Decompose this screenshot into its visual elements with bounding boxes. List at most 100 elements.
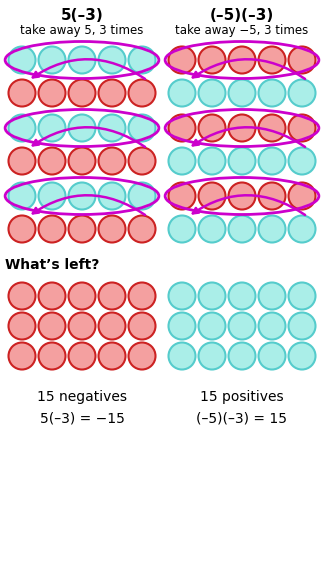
Text: (–5)(–3): (–5)(–3) <box>210 8 274 23</box>
FancyArrowPatch shape <box>33 195 145 215</box>
Circle shape <box>8 343 35 370</box>
Text: 5(–3): 5(–3) <box>61 8 103 23</box>
Circle shape <box>259 215 286 243</box>
Circle shape <box>259 115 286 141</box>
Circle shape <box>69 115 96 141</box>
Circle shape <box>168 343 195 370</box>
Circle shape <box>259 47 286 73</box>
Circle shape <box>289 47 316 73</box>
Circle shape <box>168 215 195 243</box>
Text: (–5)(–3) = 15: (–5)(–3) = 15 <box>196 412 288 426</box>
Circle shape <box>99 312 126 340</box>
Circle shape <box>289 182 316 210</box>
Circle shape <box>99 282 126 310</box>
Circle shape <box>289 312 316 340</box>
Circle shape <box>198 115 225 141</box>
Circle shape <box>128 47 156 73</box>
Circle shape <box>168 148 195 174</box>
Text: 15 negatives: 15 negatives <box>37 390 127 404</box>
Circle shape <box>128 80 156 107</box>
Circle shape <box>99 215 126 243</box>
Circle shape <box>128 282 156 310</box>
Circle shape <box>289 343 316 370</box>
Circle shape <box>168 282 195 310</box>
Circle shape <box>259 148 286 174</box>
Circle shape <box>198 343 225 370</box>
Circle shape <box>229 115 255 141</box>
Circle shape <box>259 312 286 340</box>
Circle shape <box>39 115 65 141</box>
Circle shape <box>229 215 255 243</box>
Circle shape <box>229 282 255 310</box>
Circle shape <box>168 115 195 141</box>
Circle shape <box>39 148 65 174</box>
Circle shape <box>8 182 35 210</box>
Circle shape <box>259 80 286 107</box>
Circle shape <box>198 312 225 340</box>
Circle shape <box>289 215 316 243</box>
Text: 15 positives: 15 positives <box>200 390 284 404</box>
Circle shape <box>99 182 126 210</box>
Circle shape <box>8 80 35 107</box>
FancyArrowPatch shape <box>193 59 305 79</box>
Circle shape <box>69 80 96 107</box>
Circle shape <box>259 182 286 210</box>
Circle shape <box>289 115 316 141</box>
Circle shape <box>229 182 255 210</box>
Circle shape <box>69 47 96 73</box>
FancyArrowPatch shape <box>33 59 145 79</box>
Circle shape <box>39 343 65 370</box>
Circle shape <box>168 47 195 73</box>
Circle shape <box>128 115 156 141</box>
Circle shape <box>99 343 126 370</box>
Circle shape <box>128 312 156 340</box>
Circle shape <box>198 182 225 210</box>
Circle shape <box>229 312 255 340</box>
Circle shape <box>198 80 225 107</box>
Circle shape <box>259 282 286 310</box>
Circle shape <box>8 148 35 174</box>
Circle shape <box>128 182 156 210</box>
Circle shape <box>229 80 255 107</box>
Text: 5(–3) = −15: 5(–3) = −15 <box>40 412 124 426</box>
Circle shape <box>8 282 35 310</box>
Circle shape <box>198 215 225 243</box>
Circle shape <box>168 312 195 340</box>
Circle shape <box>229 148 255 174</box>
Circle shape <box>8 115 35 141</box>
Circle shape <box>69 343 96 370</box>
Circle shape <box>198 148 225 174</box>
Circle shape <box>39 282 65 310</box>
Circle shape <box>99 80 126 107</box>
Circle shape <box>289 282 316 310</box>
Circle shape <box>39 182 65 210</box>
Circle shape <box>99 47 126 73</box>
Circle shape <box>69 312 96 340</box>
Text: take away −5, 3 times: take away −5, 3 times <box>175 24 308 37</box>
Circle shape <box>289 148 316 174</box>
Circle shape <box>39 80 65 107</box>
Circle shape <box>8 312 35 340</box>
FancyArrowPatch shape <box>193 195 305 215</box>
Circle shape <box>128 148 156 174</box>
Circle shape <box>168 80 195 107</box>
Circle shape <box>259 343 286 370</box>
FancyArrowPatch shape <box>33 127 145 147</box>
Circle shape <box>99 148 126 174</box>
Text: take away 5, 3 times: take away 5, 3 times <box>20 24 144 37</box>
Circle shape <box>8 47 35 73</box>
Circle shape <box>198 47 225 73</box>
Circle shape <box>69 282 96 310</box>
Circle shape <box>39 312 65 340</box>
Text: What’s left?: What’s left? <box>5 258 99 272</box>
Circle shape <box>229 343 255 370</box>
FancyArrowPatch shape <box>193 127 305 147</box>
Circle shape <box>99 115 126 141</box>
Circle shape <box>69 182 96 210</box>
Circle shape <box>69 148 96 174</box>
Circle shape <box>128 343 156 370</box>
Circle shape <box>289 80 316 107</box>
Circle shape <box>39 47 65 73</box>
Circle shape <box>128 215 156 243</box>
Circle shape <box>39 215 65 243</box>
